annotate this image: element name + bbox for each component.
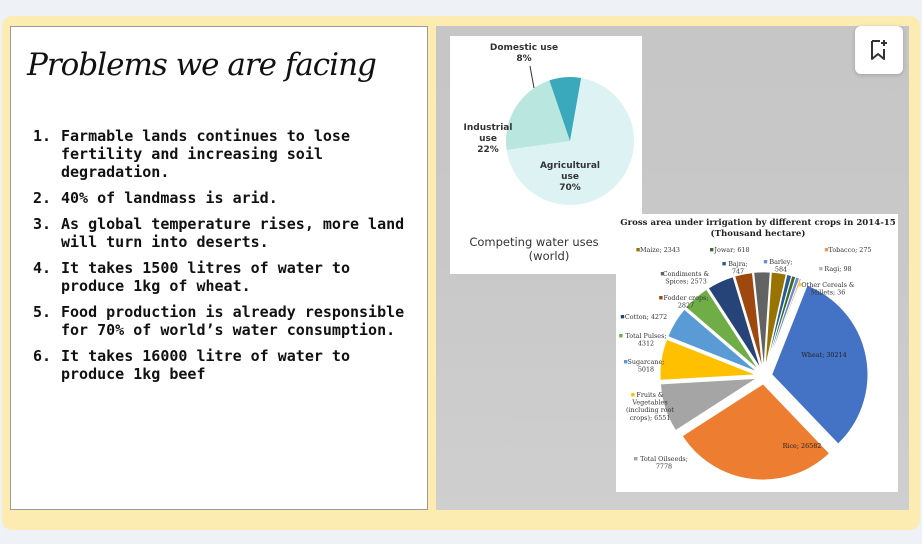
list-item: 3. As global temperature rises, more land…: [33, 215, 405, 251]
legend-marker-fruits-vegetables-including-root-crops: [631, 393, 635, 397]
pie-slice-fruits-vegetables-including-root-crops: [659, 338, 757, 381]
pie-slice-condiments-spices: [753, 271, 771, 369]
legend-marker-jowar: [710, 248, 714, 252]
pie-slice-wheat: [771, 284, 869, 445]
industrial-label-1: Industrial: [464, 123, 513, 133]
industrial-label-2: use: [479, 134, 497, 144]
slide-title: Problems we are facing: [27, 47, 377, 83]
legend-marker-barley: [763, 260, 768, 264]
bookmark-add-icon: [871, 40, 887, 60]
pie-slice-maize: [764, 271, 787, 369]
slice-label-total-oilseeds: Total Oilseeds; 7778: [640, 455, 688, 471]
slice-label-total-pulses: Total Pulses; 4312: [625, 332, 666, 348]
slice-label-wheat: Wheat; 30214: [801, 351, 846, 359]
slice-label-other-cereals-millets: Other Cereals & Millets; 36: [801, 281, 854, 297]
chart-title: Gross area under irrigation by different…: [620, 218, 896, 228]
pie-slice-cotton: [707, 276, 762, 369]
slice-label-cotton: Cotton; 4272: [625, 313, 667, 321]
agricultural-label-2: use: [561, 172, 579, 182]
legend-marker-total-pulses: [619, 334, 623, 338]
domestic-label: Domestic use: [490, 43, 558, 53]
slice-label-rice: Rice; 26582: [783, 442, 822, 450]
pie-slice-other-cereals-millets: [766, 278, 803, 369]
text-panel: Problems we are facing 1. Farmable lands …: [10, 26, 428, 510]
pie-slice-domestic-use: [549, 77, 582, 141]
slice-label-jowar: Jowar; 618: [713, 246, 749, 254]
slice-label-ragi: Ragi; 98: [824, 265, 851, 273]
legend-marker-total-oilseeds: [634, 457, 638, 461]
legend-marker-other-cereals-millets: [798, 283, 802, 287]
pie-slice-fodder-crops: [734, 272, 763, 369]
domestic-leader: [529, 65, 535, 89]
chart-subtitle: (world): [529, 249, 570, 263]
agricultural-value: 70%: [559, 183, 581, 193]
pie-slice-industrial-use: [506, 80, 570, 150]
chart-title: Competing water uses: [469, 235, 598, 249]
list-item: 6. It takes 16000 litre of water to produ…: [33, 347, 350, 383]
pie-slice-agricultural-use: [506, 77, 634, 206]
legend-marker-fodder-crops: [659, 296, 663, 300]
legend-marker-condiments-spices: [660, 272, 665, 276]
slice-label-maize: Maize; 2343: [640, 246, 680, 254]
slice-label-sugarcane: Sugarcane; 5018: [628, 358, 665, 374]
slice-label-condiments-spices: Condiments & Spices; 2573: [663, 270, 710, 286]
pie-slice-total-pulses: [685, 288, 760, 371]
bookmark-button[interactable]: [855, 26, 903, 74]
legend-marker-ragi: [819, 267, 823, 271]
legend-marker-bajra: [722, 262, 726, 266]
domestic-value: 8%: [516, 54, 531, 64]
slice-label-fodder-crops: Fodder crops; 2827: [664, 294, 709, 310]
pie-slice-rice: [681, 383, 830, 481]
water-uses-chart: Domestic use 8% Industrial use 22% Agric…: [450, 36, 642, 274]
legend-marker-cotton: [620, 315, 625, 319]
pie-slice-total-oilseeds: [660, 377, 758, 432]
list-item: 4. It takes 1500 litres of water to produ…: [33, 259, 350, 295]
legend-marker-tobacco: [824, 248, 829, 252]
industrial-value: 22%: [477, 145, 499, 155]
legend-marker-sugarcane: [624, 360, 628, 364]
slice-label-fruits-vegetables-including-root-crops: Fruits & Vegetables (including root crops);…: [626, 391, 675, 422]
chart-subtitle: (Thousand hectare): [711, 228, 806, 239]
agricultural-label-1: Agricultural: [540, 161, 600, 171]
list-item: 2. 40% of landmass is arid.: [33, 189, 278, 207]
legend-marker-maize: [636, 248, 640, 252]
irrigation-chart: Gross area under irrigation by different…: [616, 214, 898, 492]
list-item: 5. Food production is already responsible…: [33, 303, 405, 339]
list-item: 1. Farmable lands continues to lose ferti…: [33, 127, 350, 181]
slice-label-barley: Barley; 584: [769, 258, 792, 274]
problems-list: 1. Farmable lands continues to lose ferti…: [33, 127, 418, 391]
slice-label-bajra: Bajra; 747: [728, 260, 748, 276]
pie-slice-sugarcane: [667, 308, 758, 373]
slice-label-tobacco: Tobacco; 275: [829, 246, 872, 254]
